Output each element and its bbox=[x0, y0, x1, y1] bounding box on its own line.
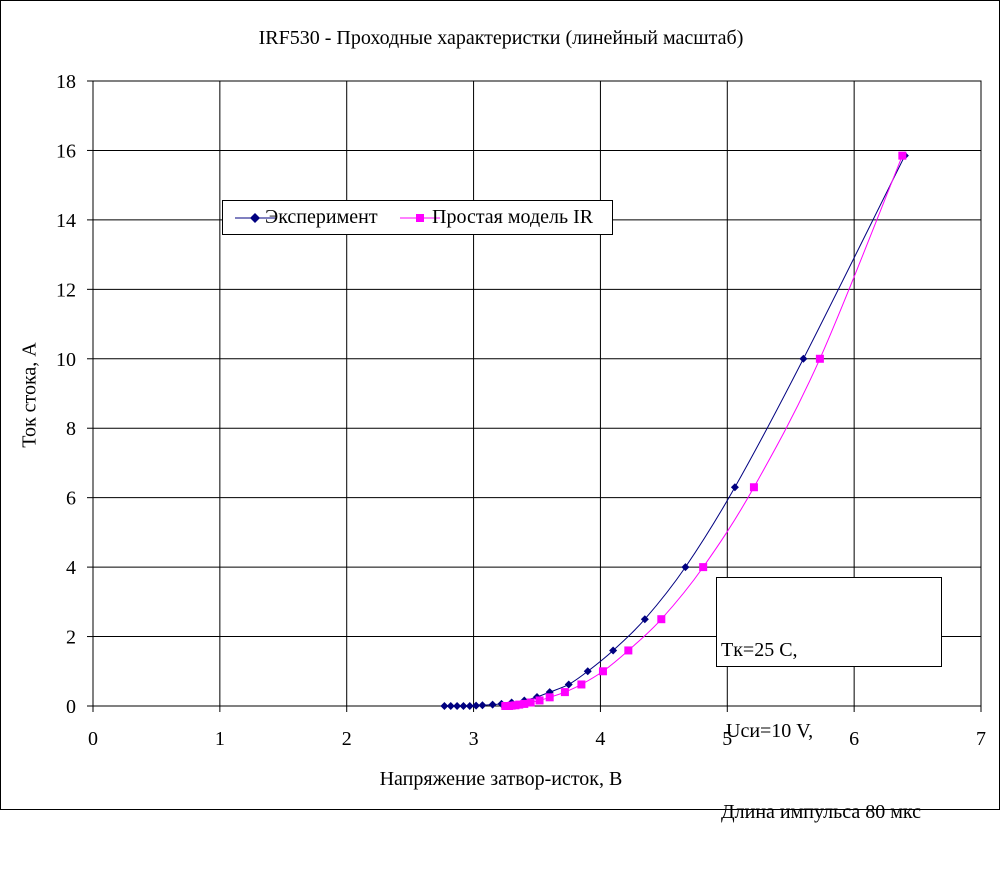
x-tick-label: 1 bbox=[215, 728, 225, 750]
data-point-square bbox=[815, 354, 824, 363]
data-point-square bbox=[526, 698, 535, 707]
data-point-square bbox=[749, 483, 758, 492]
x-tick-label: 5 bbox=[722, 728, 732, 750]
x-tick-label: 7 bbox=[976, 728, 986, 750]
data-point-diamond bbox=[472, 701, 481, 710]
data-point-square bbox=[515, 700, 524, 709]
annotation-line: Tк=25 C, bbox=[721, 639, 798, 661]
y-tick-label: 12 bbox=[56, 279, 76, 301]
legend: Эксперимент Простая модель IR bbox=[222, 200, 613, 235]
y-tick-label: 14 bbox=[56, 210, 76, 232]
annotation-line: Длина импульса 80 мкс bbox=[721, 801, 921, 823]
data-point-diamond bbox=[583, 667, 592, 676]
x-tick-label: 2 bbox=[342, 728, 352, 750]
y-tick-label: 2 bbox=[66, 627, 76, 649]
data-point-diamond bbox=[730, 483, 739, 492]
y-tick-label: 6 bbox=[66, 488, 76, 510]
series bbox=[440, 151, 909, 710]
data-point-square bbox=[657, 615, 666, 624]
data-point-diamond bbox=[564, 680, 573, 689]
y-tick-label: 0 bbox=[66, 696, 76, 718]
x-axis-label: Напряжение затвор-исток, В bbox=[379, 768, 623, 790]
data-point-diamond bbox=[459, 702, 468, 710]
legend-label-model: Простая модель IR bbox=[432, 206, 594, 228]
legend-label-experiment: Эксперимент bbox=[265, 206, 378, 228]
data-point-diamond bbox=[609, 646, 618, 655]
data-point-square bbox=[560, 688, 569, 697]
data-point-square bbox=[598, 667, 607, 676]
x-tick-label: 4 bbox=[595, 728, 605, 750]
data-point-diamond bbox=[453, 702, 462, 710]
chart-frame: 0 1 2 3 4 5 6 7 0 2 4 6 8 10 12 14 16 18 IRF530 - Проходн… bbox=[0, 0, 1000, 823]
data-point-square bbox=[699, 563, 708, 572]
data-point-square bbox=[898, 151, 907, 160]
x-tick-label: 6 bbox=[849, 728, 859, 750]
data-point-square bbox=[624, 646, 633, 655]
data-point-diamond bbox=[440, 702, 449, 710]
y-tick-label: 16 bbox=[56, 140, 76, 162]
conditions-annotation: Tк=25 C, Uси=10 V, Длина импульса 80 мкс bbox=[716, 577, 942, 823]
data-point-diamond bbox=[446, 702, 455, 710]
data-point-diamond bbox=[488, 700, 497, 709]
data-point-square bbox=[520, 699, 529, 708]
y-tick-label: 10 bbox=[56, 349, 76, 371]
y-tick-label: 8 bbox=[66, 418, 76, 440]
grid bbox=[87, 80, 982, 712]
y-axis-label: Ток стока, А bbox=[18, 342, 41, 448]
data-point-square bbox=[545, 693, 554, 702]
data-point-square bbox=[577, 680, 586, 689]
data-point-square bbox=[535, 696, 544, 705]
legend-marker-experiment bbox=[235, 213, 275, 223]
annotation-line: Uси=10 V, bbox=[721, 720, 814, 742]
y-tick-label: 4 bbox=[66, 557, 76, 579]
legend-marker-model bbox=[400, 214, 440, 222]
data-point-diamond bbox=[478, 701, 487, 710]
y-tick-label: 18 bbox=[56, 71, 76, 93]
x-tick-label: 3 bbox=[469, 728, 479, 750]
chart-title: IRF530 - Проходные характеристки (линейн… bbox=[258, 27, 744, 49]
data-point-diamond bbox=[681, 563, 690, 572]
data-point-diamond bbox=[640, 615, 649, 624]
data-point-diamond bbox=[799, 354, 808, 363]
x-tick-label: 0 bbox=[88, 728, 98, 750]
data-point-diamond bbox=[465, 702, 474, 710]
